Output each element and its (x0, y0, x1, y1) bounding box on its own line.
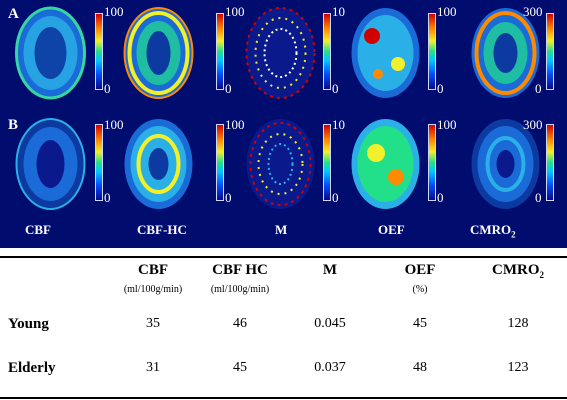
caption-cmro2-base: CMRO (470, 222, 512, 237)
col-unit-cbf: (ml/100g/min) (123, 284, 183, 295)
brain-map-b-cbf-hc (124, 119, 193, 209)
cell-elderly-cmro2: 123 (507, 360, 529, 375)
brain-map-a-cbf-hc (123, 7, 194, 99)
scale-min-a-cmro2: 0 (535, 81, 542, 96)
cell-elderly-cbf: 31 (146, 360, 160, 375)
colorbar-a-cbf-hc (216, 13, 224, 90)
cell-young-cbf-hc: 46 (233, 316, 247, 331)
scale-max-b-cmro2: 300 (523, 117, 543, 132)
col-header-cmro2-sub: 2 (539, 270, 545, 280)
scale-min-b-oef: 0 (437, 190, 444, 205)
scale-max-b-m: 10 (332, 117, 345, 132)
col-header-cbf-hc: CBF HC (212, 262, 268, 278)
caption-oef: OEF (378, 222, 405, 237)
caption-m: M (275, 222, 288, 237)
colorbar-a-m (323, 13, 331, 90)
scale-min-a-cbf: 0 (104, 81, 111, 96)
col-unit-oef: (%) (412, 284, 428, 295)
scale-max-a-cbf: 100 (104, 4, 124, 19)
caption-cmro2-sub: 2 (511, 229, 516, 240)
colorbar-a-cmro2 (546, 13, 554, 90)
table-top-rule (0, 256, 567, 258)
row-header-young: Young (8, 316, 49, 332)
colorbar-b-cbf-hc (216, 124, 224, 201)
scale-max-b-cbf: 100 (104, 117, 124, 132)
cell-young-oef: 45 (413, 316, 427, 331)
brain-map-a-cmro2 (471, 8, 540, 98)
scale-min-b-m: 0 (332, 190, 339, 205)
colorbar-b-oef (428, 124, 436, 201)
scale-min-a-oef: 0 (437, 81, 444, 96)
brain-map-b-cbf (15, 118, 86, 210)
scale-max-a-m: 10 (332, 4, 345, 19)
cell-young-cbf: 35 (146, 316, 160, 331)
brain-map-b-cmro2 (471, 119, 540, 209)
colorbar-a-cbf (95, 13, 103, 90)
brain-map-a-oef (351, 8, 420, 98)
brain-map-b-m (246, 119, 315, 209)
scale-min-a-m: 0 (332, 81, 339, 96)
brain-map-a-cbf (15, 6, 86, 100)
scale-max-b-cbf-hc: 100 (225, 117, 245, 132)
caption-cbf-hc: CBF-HC (137, 222, 187, 237)
table-bottom-rule (0, 397, 567, 399)
cell-young-m: 0.045 (314, 316, 346, 331)
image-panel: A B (0, 0, 567, 248)
colorbar-b-m (323, 124, 331, 201)
col-header-cmro2: CMRO2 (478, 262, 558, 280)
scale-min-b-cbf: 0 (104, 190, 111, 205)
row-label-a: A (8, 6, 19, 22)
col-header-m: M (322, 262, 338, 278)
caption-cbf: CBF (25, 222, 51, 237)
scale-min-b-cbf-hc: 0 (225, 190, 232, 205)
colorbar-b-cbf (95, 124, 103, 201)
col-header-oef: OEF (404, 262, 436, 278)
cell-young-cmro2: 128 (507, 316, 529, 331)
scale-min-a-cbf-hc: 0 (225, 81, 232, 96)
scale-max-a-oef: 100 (437, 4, 457, 19)
row-header-elderly: Elderly (8, 360, 56, 376)
scale-max-a-cmro2: 300 (523, 4, 543, 19)
scale-max-a-cbf-hc: 100 (225, 4, 245, 19)
scale-min-b-cmro2: 0 (535, 190, 542, 205)
cell-elderly-oef: 48 (413, 360, 427, 375)
colorbar-a-oef (428, 13, 436, 90)
colorbar-b-cmro2 (546, 124, 554, 201)
cell-elderly-m: 0.037 (314, 360, 346, 375)
cell-elderly-cbf-hc: 45 (233, 360, 247, 375)
brain-map-a-m (245, 7, 316, 99)
caption-cmro2: CMRO2 (470, 222, 516, 240)
row-label-b: B (8, 117, 19, 133)
col-header-cbf: CBF (138, 262, 168, 278)
col-header-cmro2-base: CMRO (492, 262, 540, 278)
col-unit-cbf-hc: (ml/100g/min) (210, 284, 270, 295)
scale-max-b-oef: 100 (437, 117, 457, 132)
brain-map-b-oef (351, 119, 420, 209)
